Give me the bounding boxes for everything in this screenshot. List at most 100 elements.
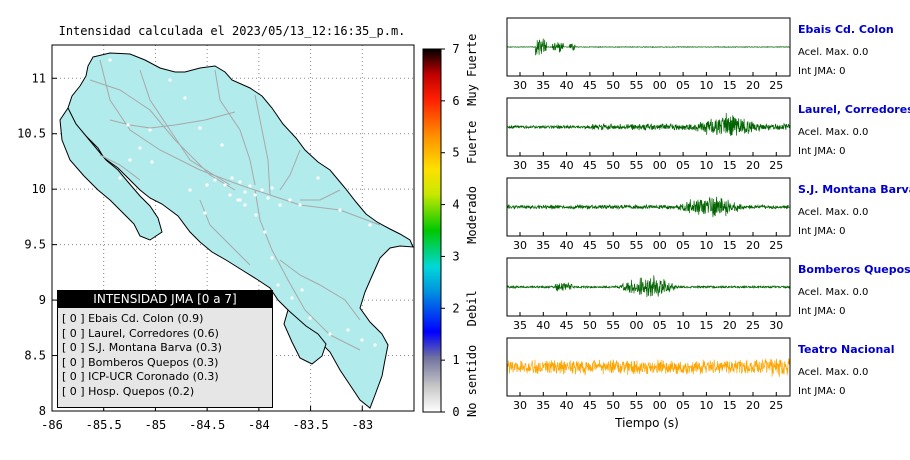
station-dot xyxy=(276,283,280,287)
station-dot xyxy=(278,203,282,207)
waveform-panel: 30 35 40 45 50 55 00 05 10 15 20 25 Ebais Cd. Colon A… xyxy=(506,17,894,92)
colorbar-category-label: No sentido xyxy=(465,345,479,417)
waveform-tick-label: 00 xyxy=(653,159,667,172)
waveform-tick-label: 45 xyxy=(583,399,597,412)
waveform-tick-label: 05 xyxy=(653,319,667,332)
map-x-tick-label: -84.5 xyxy=(189,418,225,432)
station-dot xyxy=(168,78,172,82)
waveform-tick-label: 55 xyxy=(630,159,644,172)
colorbar-tick-label: 5 xyxy=(452,146,459,160)
waveform-tick-label: 05 xyxy=(676,159,690,172)
waveform-tick-label: 40 xyxy=(560,239,574,252)
station-dot xyxy=(266,196,270,200)
waveform-tick-label: 50 xyxy=(606,79,620,92)
map-y-tick-label: 10 xyxy=(32,182,46,196)
waveform-tick-label: 10 xyxy=(676,319,690,332)
legend-title: INTENSIDAD JMA [0 a 7] xyxy=(58,291,272,308)
station-dot xyxy=(205,183,209,187)
station-name: Ebais Cd. Colon xyxy=(798,23,894,36)
station-dot xyxy=(260,188,264,192)
waveform-frame xyxy=(506,337,791,397)
map-y-tick-label: 8.5 xyxy=(24,349,46,363)
waveform-tick-label: 20 xyxy=(723,319,737,332)
station-dot xyxy=(118,176,122,180)
station-dot xyxy=(288,198,292,202)
accel-max-label: Acel. Max. 0.0 xyxy=(798,127,868,138)
accel-max-label: Acel. Max. 0.0 xyxy=(798,207,868,218)
waveform-tick-label: 35 xyxy=(536,239,550,252)
station-dot xyxy=(328,332,332,336)
waveform-tick-label: 40 xyxy=(560,79,574,92)
station-dot xyxy=(300,288,304,292)
waveform-tick-label: 00 xyxy=(653,79,667,92)
station-dot xyxy=(108,58,112,62)
colorbar-tick-label: 1 xyxy=(452,353,459,367)
colorbar-tick-label: 3 xyxy=(452,249,459,263)
waveform-tick-label: 20 xyxy=(746,399,760,412)
waveform-tick-label: 50 xyxy=(606,239,620,252)
station-dot xyxy=(253,193,257,197)
station-dot xyxy=(238,180,242,184)
jma-intensity-label: Int JMA: 0 xyxy=(798,66,846,77)
map-x-axis: -86 -85.5 -85 -84.5 -84 -83.5 -83 xyxy=(41,406,373,432)
accel-max-label: Acel. Max. 0.0 xyxy=(798,287,868,298)
station-dot xyxy=(138,146,142,150)
waveform-tick-label: 20 xyxy=(746,159,760,172)
waveform-tick-label: 55 xyxy=(630,79,644,92)
map-x-tick-label: -85.5 xyxy=(86,418,122,432)
waveform-tick-label: 35 xyxy=(536,79,550,92)
waveform-tick-label: 30 xyxy=(513,79,527,92)
legend-item: [ 0 ] Laurel, Corredores (0.6) xyxy=(62,326,219,340)
map-frame xyxy=(51,44,415,412)
waveform-tick-label: 25 xyxy=(769,159,783,172)
station-dot xyxy=(183,96,187,100)
map-x-tick-label: -83.5 xyxy=(293,418,329,432)
map-y-tick-label: 10.5 xyxy=(17,127,46,141)
waveform-tick-label: 15 xyxy=(723,159,737,172)
station-name: Laurel, Corredores xyxy=(798,103,910,116)
waveform-trace xyxy=(506,357,791,378)
station-dot xyxy=(338,208,342,212)
osa-peninsula xyxy=(283,309,327,365)
waveform-xlabel: Tiempo (s) xyxy=(614,416,679,430)
map-y-tick-label: 9.5 xyxy=(24,238,46,252)
station-dot xyxy=(368,223,372,227)
waveform-tick-label: 45 xyxy=(583,79,597,92)
colorbar-tick-label: 7 xyxy=(452,42,459,56)
station-dot xyxy=(188,188,192,192)
colorbar-category-label: Debil xyxy=(465,290,479,326)
colorbar-tick-label: 4 xyxy=(452,198,459,212)
waveform-tick-label: 25 xyxy=(769,399,783,412)
station-dot xyxy=(220,143,224,147)
waveform-trace xyxy=(506,112,791,136)
waveform-tick-label: 30 xyxy=(769,319,783,332)
station-dot xyxy=(263,230,267,234)
waveform-tick-label: 35 xyxy=(536,399,550,412)
waveform-tick-label: 35 xyxy=(513,319,527,332)
station-dot xyxy=(248,184,252,188)
station-dot xyxy=(373,343,377,347)
waveform-tick-label: 15 xyxy=(723,79,737,92)
waveform-frame xyxy=(506,97,791,157)
waveform-frame xyxy=(506,17,791,77)
waveform-tick-label: 15 xyxy=(723,399,737,412)
waveform-tick-label: 15 xyxy=(699,319,713,332)
waveform-tick-label: 30 xyxy=(513,239,527,252)
station-dot xyxy=(203,211,207,215)
waveform-tick-label: 25 xyxy=(769,239,783,252)
nicoya-peninsula xyxy=(59,107,163,241)
station-dot xyxy=(126,123,130,127)
waveform-tick-label: 00 xyxy=(630,319,644,332)
station-dot xyxy=(213,178,217,182)
colorbar-tick-label: 2 xyxy=(452,301,459,315)
station-name: S.J. Montana Barva xyxy=(798,183,910,196)
waveform-frame xyxy=(506,177,791,237)
waveform-tick-label: 10 xyxy=(699,159,713,172)
station-dot xyxy=(290,296,294,300)
colorbar-tick-label: 6 xyxy=(452,94,459,108)
map-land xyxy=(59,52,414,409)
jma-intensity-label: Int JMA: 0 xyxy=(798,226,846,237)
waveform-tick-label: 50 xyxy=(583,319,597,332)
waveform-tick-label: 25 xyxy=(769,79,783,92)
waveform-trace xyxy=(506,196,791,218)
